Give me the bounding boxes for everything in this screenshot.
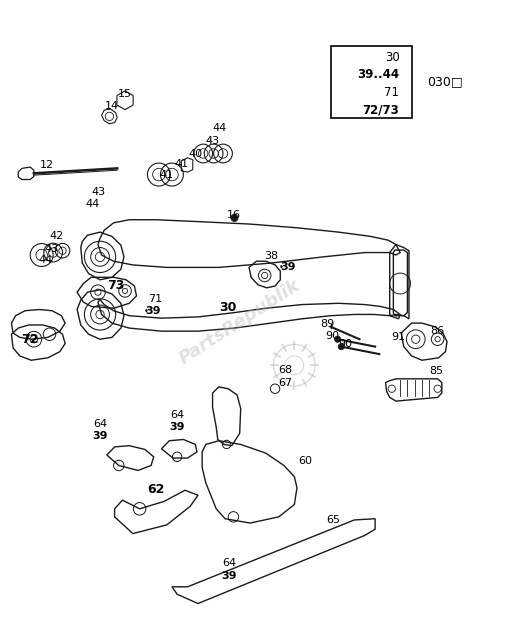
Text: 64: 64 bbox=[222, 558, 237, 568]
Text: 41: 41 bbox=[159, 170, 174, 180]
Text: 86: 86 bbox=[430, 326, 445, 336]
Text: 85: 85 bbox=[429, 366, 444, 376]
Text: 14: 14 bbox=[105, 102, 119, 111]
Text: 43: 43 bbox=[44, 244, 58, 254]
Text: 72: 72 bbox=[21, 332, 39, 346]
Text: 67: 67 bbox=[278, 378, 293, 387]
Text: 30: 30 bbox=[384, 51, 400, 64]
Text: 71: 71 bbox=[148, 294, 163, 304]
Text: 90: 90 bbox=[338, 339, 353, 348]
Circle shape bbox=[334, 336, 341, 342]
Circle shape bbox=[231, 214, 238, 222]
Text: 39: 39 bbox=[280, 262, 295, 272]
Text: 43: 43 bbox=[92, 187, 106, 197]
Circle shape bbox=[338, 344, 344, 350]
Text: 62: 62 bbox=[147, 482, 165, 496]
Text: 64: 64 bbox=[170, 410, 184, 420]
Text: 71: 71 bbox=[384, 86, 400, 99]
Text: 44: 44 bbox=[213, 123, 227, 133]
Text: 30: 30 bbox=[219, 301, 237, 314]
Text: 65: 65 bbox=[327, 515, 340, 525]
Text: 38: 38 bbox=[264, 251, 278, 261]
Text: •: • bbox=[279, 263, 283, 272]
Text: 42: 42 bbox=[49, 232, 64, 241]
Text: 91: 91 bbox=[391, 332, 406, 342]
Text: 39: 39 bbox=[145, 306, 160, 316]
Text: 39: 39 bbox=[92, 431, 108, 441]
Text: 40: 40 bbox=[188, 149, 203, 158]
Text: 72/73: 72/73 bbox=[363, 104, 400, 117]
Text: 44: 44 bbox=[85, 199, 100, 209]
Text: 68: 68 bbox=[278, 365, 293, 375]
Text: 12: 12 bbox=[40, 160, 54, 170]
Text: 64: 64 bbox=[93, 419, 107, 429]
Text: 16: 16 bbox=[227, 210, 240, 220]
Text: PartsRepublik: PartsRepublik bbox=[176, 276, 304, 368]
Text: 39: 39 bbox=[221, 571, 237, 581]
Bar bbox=[331, 46, 412, 118]
Text: 39..44: 39..44 bbox=[357, 68, 400, 82]
Text: 41: 41 bbox=[174, 159, 189, 169]
Text: 73: 73 bbox=[107, 279, 125, 293]
Text: •: • bbox=[144, 307, 148, 316]
Text: 90: 90 bbox=[325, 331, 340, 341]
Text: 60: 60 bbox=[298, 456, 312, 466]
Text: 44: 44 bbox=[39, 255, 53, 265]
Text: 030□: 030□ bbox=[427, 75, 463, 89]
Text: 15: 15 bbox=[118, 89, 132, 99]
Text: 43: 43 bbox=[205, 136, 220, 146]
Text: 39: 39 bbox=[169, 422, 185, 432]
Text: 89: 89 bbox=[320, 319, 334, 329]
